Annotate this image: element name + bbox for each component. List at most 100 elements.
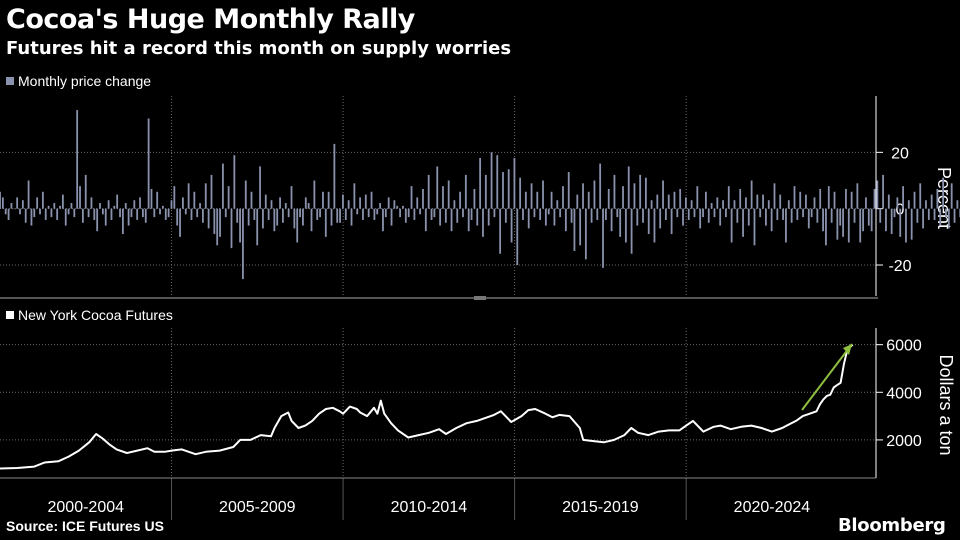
bar xyxy=(144,208,147,223)
bar xyxy=(13,208,16,210)
bar xyxy=(779,194,782,209)
bar xyxy=(150,188,153,209)
bar xyxy=(462,208,464,218)
bar xyxy=(439,208,442,226)
bar xyxy=(419,208,422,215)
bar xyxy=(922,208,924,229)
bar xyxy=(907,200,910,209)
bar xyxy=(679,188,682,209)
bar xyxy=(836,208,839,240)
bar xyxy=(942,177,945,209)
bar xyxy=(522,208,524,220)
bar xyxy=(833,191,836,209)
legend-label: Monthly price change xyxy=(18,73,152,89)
bar xyxy=(659,208,662,229)
bar xyxy=(279,197,281,209)
bar xyxy=(324,208,327,237)
bar xyxy=(476,208,479,226)
bar xyxy=(790,208,793,223)
bar xyxy=(213,208,216,235)
bar xyxy=(176,208,179,226)
bar xyxy=(264,194,267,209)
bar xyxy=(762,194,764,209)
bar xyxy=(81,208,84,223)
bar xyxy=(424,208,427,232)
bar xyxy=(310,208,313,232)
bar xyxy=(716,197,719,209)
bar xyxy=(379,203,381,209)
bar xyxy=(436,166,439,209)
bar xyxy=(507,169,510,209)
bar xyxy=(16,197,19,209)
bar xyxy=(67,208,70,215)
bar xyxy=(242,208,244,280)
bar xyxy=(530,183,533,209)
x-category-label: 2020-2024 xyxy=(734,499,811,516)
bar xyxy=(99,203,101,209)
bar xyxy=(187,183,190,209)
y-tick-label: 6000 xyxy=(886,338,922,355)
bar xyxy=(159,208,161,215)
bar xyxy=(536,191,539,209)
bar xyxy=(742,208,744,237)
bar xyxy=(101,208,104,215)
bar xyxy=(745,197,747,209)
bar xyxy=(253,208,256,220)
bar xyxy=(876,180,879,209)
bar xyxy=(567,172,570,209)
bar xyxy=(7,208,10,220)
bar xyxy=(696,186,699,209)
bar xyxy=(785,208,787,243)
bar xyxy=(576,194,579,209)
bar xyxy=(896,197,899,209)
bar xyxy=(776,208,779,220)
bar xyxy=(885,208,887,232)
bar xyxy=(4,208,7,215)
bar xyxy=(947,208,950,229)
bar xyxy=(282,208,284,223)
x-category-label: 2005-2009 xyxy=(219,499,296,516)
bar xyxy=(622,186,624,209)
bar xyxy=(642,208,644,223)
bar xyxy=(490,152,493,209)
bar xyxy=(427,174,430,209)
bar xyxy=(582,183,584,209)
bar xyxy=(207,208,210,229)
bar xyxy=(73,208,76,218)
bar xyxy=(633,183,636,209)
bar xyxy=(725,208,727,218)
bar xyxy=(19,208,21,215)
bar xyxy=(516,208,519,266)
bar xyxy=(887,194,890,209)
bar xyxy=(333,143,336,209)
bar xyxy=(902,186,904,209)
bar xyxy=(805,194,807,209)
bar xyxy=(407,208,410,218)
bar xyxy=(553,208,556,226)
bar xyxy=(704,191,707,209)
bar xyxy=(830,208,833,223)
bar xyxy=(453,200,456,209)
bar xyxy=(199,203,201,209)
bar xyxy=(113,205,116,209)
bar xyxy=(376,208,379,215)
legend-monthly-change: Monthly price change xyxy=(6,73,151,89)
bar xyxy=(813,197,816,209)
bar xyxy=(104,208,107,226)
bar xyxy=(121,208,124,235)
bar xyxy=(782,208,784,220)
bar xyxy=(702,208,704,218)
bar xyxy=(64,208,67,226)
chart-title: Cocoa's Huge Monthly Rally xyxy=(6,4,415,35)
bar xyxy=(393,200,396,209)
bar xyxy=(230,208,233,249)
bar xyxy=(224,208,227,218)
bar xyxy=(353,183,356,209)
bar xyxy=(0,191,1,209)
bar xyxy=(21,200,24,209)
bar xyxy=(133,200,136,209)
bar xyxy=(316,208,319,220)
bar xyxy=(210,174,213,209)
bar xyxy=(579,208,582,246)
bar xyxy=(542,180,544,209)
